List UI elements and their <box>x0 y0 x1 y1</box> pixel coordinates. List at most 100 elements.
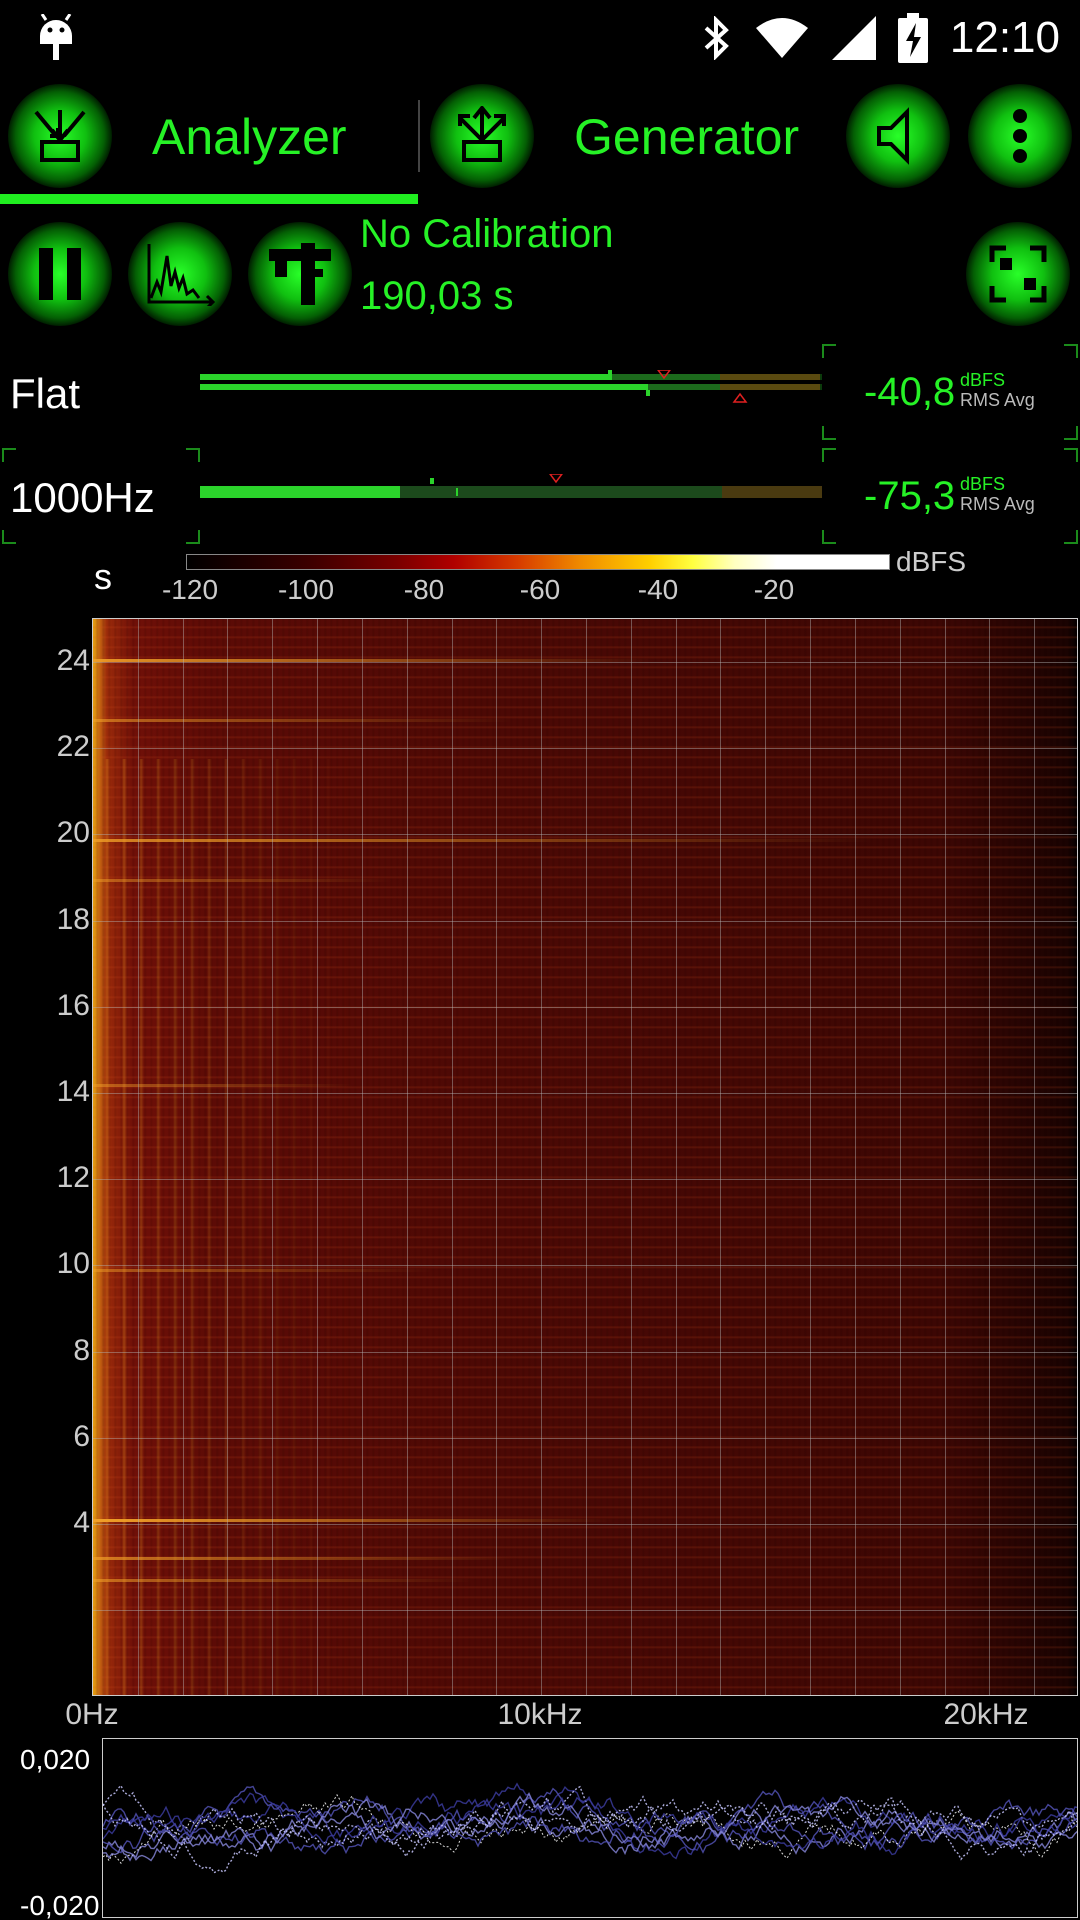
fullscreen-button[interactable] <box>966 222 1070 326</box>
menu-button[interactable] <box>968 84 1072 188</box>
spectrum-icon <box>147 244 215 306</box>
level-bar <box>200 474 822 498</box>
spectrum-button[interactable] <box>128 222 232 326</box>
meter-mode: RMS Avg <box>960 494 1035 514</box>
meter-value: -40,8 <box>864 370 956 414</box>
y-axis-tick: 14 <box>56 1075 90 1108</box>
grid-line <box>586 619 587 1695</box>
spectrogram-band <box>93 659 653 662</box>
grid-line <box>406 619 408 1695</box>
y-axis-tick: 24 <box>56 644 90 677</box>
spectrogram-band <box>93 1519 613 1522</box>
level-bar <box>200 370 822 403</box>
grid-line <box>765 619 767 1695</box>
waveform-plot <box>103 1782 1077 1874</box>
elapsed-time: 190,03 s <box>360 274 514 318</box>
fullscreen-icon <box>989 245 1047 303</box>
grid-line <box>451 619 453 1695</box>
bluetooth-icon <box>704 16 729 60</box>
spectrogram-band <box>93 879 393 882</box>
grid-line <box>630 619 632 1695</box>
meter-1000hz[interactable]: 1000Hz -75,3 dBFS RMS Avg <box>0 448 1080 544</box>
color-scale-tick: -60 <box>519 574 561 605</box>
waveform-trace <box>103 1792 1077 1862</box>
color-scale-tick: -80 <box>403 574 445 605</box>
caliper-icon <box>269 243 331 305</box>
caliper-button[interactable] <box>248 222 352 326</box>
y-axis-tick: 20 <box>56 816 90 850</box>
grid-line <box>93 662 1077 663</box>
calibration-status: No Calibration <box>360 212 614 256</box>
bracket <box>1064 530 1078 544</box>
sound-button[interactable] <box>846 84 950 188</box>
bracket <box>822 344 836 358</box>
grid-line <box>899 619 901 1695</box>
analyzer-tab-button[interactable] <box>8 84 112 188</box>
grid-line <box>93 1351 1077 1353</box>
android-icon <box>36 13 76 62</box>
tab-indicator <box>0 194 418 204</box>
spectrogram-band <box>93 719 513 722</box>
grid-line <box>93 1006 1077 1008</box>
generator-tab-button[interactable] <box>430 84 534 188</box>
meter-unit: dBFS <box>960 370 1006 390</box>
spectrogram-texture <box>93 619 1077 1695</box>
grid-line <box>541 619 543 1695</box>
y-axis-tick: 12 <box>56 1161 90 1195</box>
waveform-y-bottom: -0,020 <box>20 1890 100 1920</box>
bracket <box>1064 448 1078 462</box>
grid-line <box>93 834 1077 836</box>
grid-line <box>93 920 1077 922</box>
y-axis-tick: 16 <box>56 988 90 1022</box>
y-axis-tick: 8 <box>73 1333 90 1367</box>
tab-analyzer[interactable]: Analyzer <box>152 109 347 165</box>
spectrogram-band <box>93 839 873 842</box>
grid-line <box>854 619 856 1695</box>
y-axis-tick: 22 <box>56 730 90 764</box>
bracket <box>186 448 200 462</box>
grid-line <box>93 1265 1077 1267</box>
color-scale-unit: dBFS <box>896 546 967 577</box>
grid-line <box>137 619 139 1695</box>
grid-line <box>93 1610 1077 1612</box>
spectrogram-streaks <box>93 759 353 1695</box>
waveform-y-top: 0,020 <box>20 1744 91 1775</box>
spectrogram[interactable] <box>92 618 1078 1696</box>
grid-line <box>182 619 184 1695</box>
waveform-trace <box>103 1795 1077 1874</box>
bracket <box>822 530 836 544</box>
battery-charging-icon <box>897 13 928 63</box>
bracket <box>2 448 16 462</box>
color-scale-tick: -20 <box>753 574 795 605</box>
speaker-icon <box>877 107 909 165</box>
waveform[interactable] <box>102 1738 1078 1918</box>
grid-line <box>272 619 274 1695</box>
bracket <box>1064 344 1078 358</box>
meter-label: Flat <box>10 370 81 417</box>
grid-line <box>317 619 319 1695</box>
grid-line <box>944 619 946 1695</box>
y-axis-tick: 10 <box>56 1247 90 1281</box>
tab-generator[interactable]: Generator <box>574 109 800 165</box>
y-axis-tick: 4 <box>73 1506 90 1539</box>
more-vert-icon <box>1013 109 1027 163</box>
color-scale-tick: -100 <box>277 574 335 605</box>
grid-line <box>720 619 722 1695</box>
meter-flat[interactable]: Flat -40,8 dBFS RMS Avg <box>0 344 1080 440</box>
bracket <box>822 448 836 462</box>
clock: 12:10 <box>949 13 1060 62</box>
signal-icon <box>831 16 876 60</box>
x-axis-tick: 10kHz <box>497 1698 583 1731</box>
control-row: No Calibration 190,03 s <box>0 212 1080 332</box>
x-axis-tick: 20kHz <box>943 1698 1029 1731</box>
bracket <box>822 426 836 440</box>
y-axis-tick: 18 <box>56 902 90 936</box>
wifi-icon <box>755 18 808 58</box>
color-scale-tick: -120 <box>161 574 219 605</box>
grid-line <box>1034 619 1036 1695</box>
pause-button[interactable] <box>8 222 112 326</box>
meter-value: -75,3 <box>864 474 956 518</box>
waveform-trace <box>103 1793 1077 1865</box>
analyzer-input-icon <box>34 110 86 162</box>
top-toolbar: Analyzer Generator <box>0 82 1080 192</box>
